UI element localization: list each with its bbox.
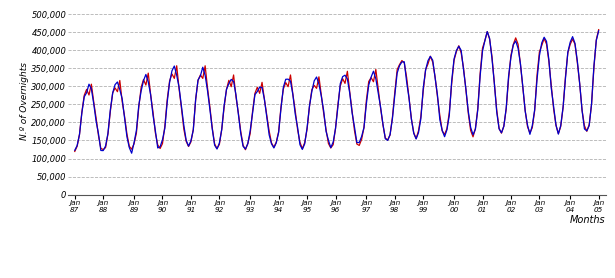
Predicted xyxy=(92,116,100,120)
Observed xyxy=(595,29,602,33)
Observed xyxy=(247,129,254,132)
Observed xyxy=(547,86,555,90)
Observed xyxy=(261,98,268,101)
Observed xyxy=(92,120,100,123)
Observed xyxy=(140,79,147,82)
Predicted xyxy=(216,143,223,146)
Predicted xyxy=(71,150,79,153)
Predicted xyxy=(545,60,552,63)
Y-axis label: N.º of Overnights: N.º of Overnights xyxy=(20,62,29,140)
Observed xyxy=(218,128,226,131)
Predicted xyxy=(137,86,145,89)
Predicted xyxy=(258,81,266,84)
Line: Observed: Observed xyxy=(75,31,598,153)
Predicted xyxy=(595,28,602,31)
Observed xyxy=(128,152,135,155)
Observed xyxy=(71,149,79,152)
X-axis label: Months: Months xyxy=(570,215,606,225)
Predicted xyxy=(244,142,252,145)
Line: Predicted: Predicted xyxy=(75,30,598,152)
